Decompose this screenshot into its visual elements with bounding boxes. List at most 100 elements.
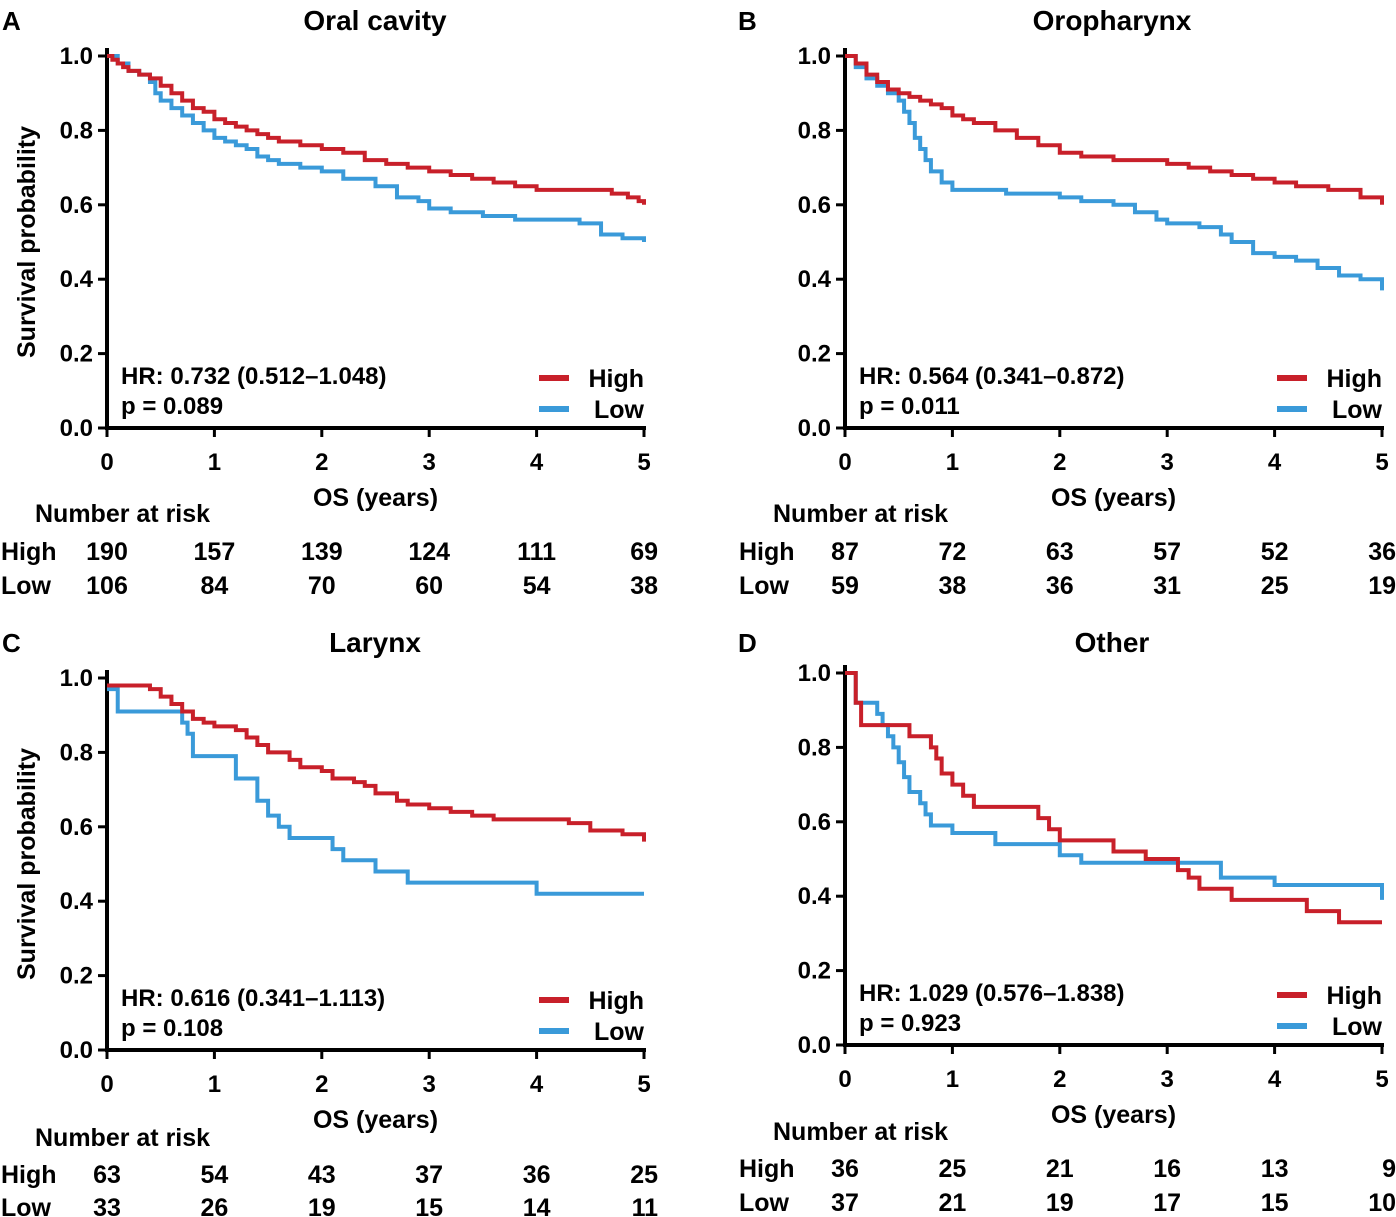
x-axis-label: OS (years): [313, 1106, 438, 1134]
legend-label-high: High: [1326, 365, 1382, 393]
risk-value-high: 124: [408, 538, 450, 566]
y-tick-label: 0.4: [60, 888, 94, 915]
x-tick-label: 0: [100, 1071, 113, 1098]
x-tick-label: 5: [637, 449, 650, 476]
risk-value-high: 57: [1153, 538, 1181, 566]
risk-value-low: 11: [632, 1194, 659, 1217]
x-tick-label: 1: [946, 1066, 959, 1093]
y-tick-label: 0.6: [60, 192, 93, 219]
x-tick-label: 5: [1375, 1066, 1388, 1093]
risk-row-label-high: High: [739, 1155, 795, 1183]
y-tick-label: 0.4: [798, 883, 832, 910]
risk-row-label-low: Low: [1, 572, 52, 600]
x-tick-label: 5: [637, 1071, 650, 1098]
x-axis-label: OS (years): [1051, 484, 1176, 512]
km-curve-high: [107, 683, 646, 842]
y-tick-label: 0.0: [60, 1037, 93, 1064]
km-curve-low: [107, 687, 644, 896]
y-tick-label: 0.6: [60, 814, 93, 841]
x-tick-label: 3: [423, 1071, 436, 1098]
y-tick-label: 1.0: [60, 665, 93, 692]
risk-value-low: 84: [200, 572, 228, 600]
risk-value-low: 21: [938, 1189, 966, 1217]
panel-title: Oral cavity: [303, 5, 447, 36]
x-tick-label: 2: [315, 1071, 328, 1098]
risk-value-high: 111: [517, 538, 556, 566]
risk-value-high: 54: [200, 1161, 228, 1189]
y-tick-label: 0.0: [798, 1032, 831, 1059]
panel-title: Larynx: [329, 627, 421, 658]
risk-value-low: 17: [1153, 1189, 1181, 1217]
risk-value-high: 36: [523, 1161, 551, 1189]
y-tick-label: 0.8: [798, 117, 831, 144]
panel-letter: A: [2, 6, 21, 36]
risk-value-high: 9: [1382, 1155, 1396, 1183]
panel-a: A Oral cavity 0.0 0.2 0.4 0.6 0.8 1.0 0 1 2 3 4 5 OS (…: [1, 5, 658, 600]
x-tick-label: 0: [100, 449, 113, 476]
x-tick-label: 4: [1268, 449, 1282, 476]
legend-label-high: High: [588, 987, 644, 1015]
risk-value-low: 19: [1046, 1189, 1074, 1217]
y-tick-label: 0.0: [60, 415, 93, 442]
y-tick-label: 0.4: [60, 266, 94, 293]
y-axis-label: Survival probability: [13, 126, 41, 358]
risk-value-high: 157: [194, 538, 236, 566]
x-tick-label: 1: [946, 449, 959, 476]
legend-label-high: High: [588, 365, 644, 393]
risk-value-low: 33: [93, 1194, 121, 1217]
risk-value-low: 38: [630, 572, 658, 600]
hazard-ratio-text: HR: 0.732 (0.512–1.048): [121, 363, 387, 390]
x-tick-label: 3: [423, 449, 436, 476]
risk-value-low: 59: [831, 572, 859, 600]
x-axis-label: OS (years): [313, 484, 438, 512]
hazard-ratio-text: HR: 1.029 (0.576–1.838): [859, 980, 1125, 1007]
risk-value-low: 19: [1368, 572, 1396, 600]
risk-row-label-low: Low: [739, 572, 790, 600]
x-tick-label: 4: [1268, 1066, 1282, 1093]
risk-value-high: 36: [831, 1155, 859, 1183]
panel-b: B Oropharynx 0.0 0.2 0.4 0.6 0.8 1.0 0 1 2 3 4 5 OS (y…: [738, 5, 1396, 600]
risk-value-low: 37: [831, 1189, 859, 1217]
y-tick-label: 0.0: [798, 415, 831, 442]
risk-value-high: 25: [630, 1161, 658, 1189]
km-curve-low: [845, 671, 1384, 900]
legend-label-high: High: [1326, 982, 1382, 1010]
risk-value-low: 26: [200, 1194, 228, 1217]
legend-label-low: Low: [1332, 396, 1383, 424]
y-tick-label: 0.8: [60, 117, 93, 144]
p-value-text: p = 0.923: [859, 1010, 961, 1037]
x-tick-label: 2: [315, 449, 328, 476]
y-tick-label: 1.0: [60, 43, 93, 70]
risk-value-high: 87: [831, 538, 859, 566]
y-tick-label: 1.0: [798, 43, 831, 70]
risk-value-high: 190: [86, 538, 128, 566]
risk-value-high: 63: [1046, 538, 1074, 566]
panel-c: C Larynx 0.0 0.2 0.4 0.6 0.8 1.0 0 1 2 3 4 5 OS (years…: [1, 627, 658, 1217]
risk-value-low: 70: [308, 572, 336, 600]
risk-value-high: 13: [1261, 1155, 1289, 1183]
risk-value-high: 16: [1153, 1155, 1181, 1183]
risk-table-title: Number at risk: [773, 500, 948, 528]
panel-letter: B: [738, 6, 757, 36]
risk-table-title: Number at risk: [773, 1118, 948, 1146]
risk-value-high: 37: [415, 1161, 443, 1189]
hazard-ratio-text: HR: 0.616 (0.341–1.113): [121, 985, 385, 1012]
y-tick-label: 0.2: [60, 963, 93, 990]
x-tick-label: 4: [530, 1071, 544, 1098]
risk-value-low: 14: [523, 1194, 551, 1217]
risk-value-low: 54: [523, 572, 551, 600]
risk-value-high: 63: [93, 1161, 121, 1189]
risk-value-high: 21: [1046, 1155, 1074, 1183]
risk-value-low: 106: [86, 572, 128, 600]
risk-value-low: 25: [1261, 572, 1289, 600]
y-tick-label: 0.8: [60, 739, 93, 766]
risk-value-low: 60: [415, 572, 443, 600]
risk-value-high: 72: [938, 538, 966, 566]
x-tick-label: 0: [838, 1066, 851, 1093]
p-value-text: p = 0.011: [859, 393, 960, 420]
y-tick-label: 0.2: [798, 958, 831, 985]
panel-letter: C: [2, 628, 21, 658]
km-curve-low: [107, 54, 646, 242]
y-tick-label: 0.8: [798, 734, 831, 761]
